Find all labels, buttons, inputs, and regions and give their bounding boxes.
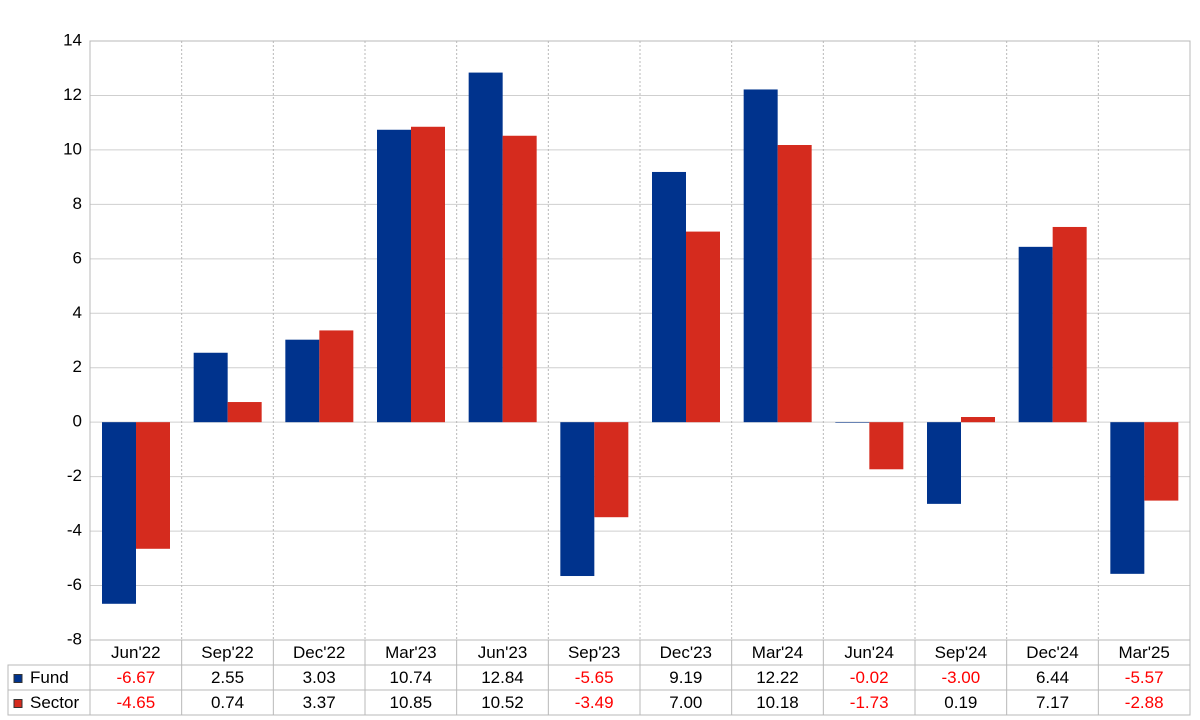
x-tick-label: Jun'22 — [111, 643, 161, 662]
bar — [319, 330, 354, 423]
data-label: 12.84 — [481, 668, 524, 687]
bar — [411, 126, 445, 423]
y-tick-label: 10 — [63, 139, 82, 158]
data-label: 9.19 — [669, 668, 702, 687]
legend-label: Fund — [30, 668, 69, 687]
bar — [468, 72, 503, 423]
x-tick-label: Dec'23 — [660, 643, 712, 662]
bar — [1052, 226, 1087, 423]
bar — [1144, 422, 1179, 501]
data-label: 10.85 — [390, 693, 433, 712]
y-tick-label: 6 — [73, 248, 82, 267]
data-label: -4.65 — [116, 693, 155, 712]
data-label: -5.65 — [575, 668, 614, 687]
data-label: -3.00 — [941, 668, 980, 687]
bar — [1018, 246, 1053, 423]
legend-label: Sector — [30, 693, 79, 712]
data-label: 10.52 — [481, 693, 524, 712]
data-label: 10.18 — [756, 693, 799, 712]
data-label: -6.67 — [116, 668, 155, 687]
bar — [961, 417, 995, 423]
bar — [777, 145, 812, 423]
bar — [227, 402, 262, 423]
y-tick-label: 2 — [73, 357, 82, 376]
bar — [285, 339, 320, 423]
data-label: -1.73 — [850, 693, 889, 712]
x-tick-label: Mar'25 — [1118, 643, 1169, 662]
y-tick-label: 4 — [73, 303, 82, 322]
bar — [1110, 422, 1145, 574]
data-label: -5.57 — [1125, 668, 1164, 687]
bar — [652, 171, 686, 423]
x-tick-label: Jun'24 — [844, 643, 894, 662]
bar — [102, 422, 136, 604]
data-label: 3.03 — [303, 668, 336, 687]
bar — [377, 129, 411, 423]
bar — [869, 422, 904, 470]
bar — [560, 422, 595, 577]
data-label: 7.17 — [1036, 693, 1069, 712]
y-tick-label: 8 — [73, 194, 82, 213]
x-tick-label: Dec'22 — [293, 643, 345, 662]
x-tick-label: Sep'22 — [201, 643, 253, 662]
legend-swatch — [13, 699, 23, 708]
data-label: 2.55 — [211, 668, 244, 687]
x-tick-label: Mar'24 — [752, 643, 803, 662]
data-label: 6.44 — [1036, 668, 1069, 687]
bar — [927, 422, 961, 504]
data-label: -0.02 — [850, 668, 889, 687]
data-label: 0.19 — [944, 693, 977, 712]
bar — [502, 135, 537, 423]
y-tick-label: 14 — [63, 30, 82, 49]
y-tick-label: -2 — [67, 466, 82, 485]
data-label: 0.74 — [211, 693, 244, 712]
y-tick-label: 0 — [73, 412, 82, 431]
y-tick-label: -8 — [67, 629, 82, 648]
bar — [193, 352, 228, 423]
y-tick-label: -4 — [67, 521, 82, 540]
y-tick-label: 12 — [63, 85, 82, 104]
x-tick-label: Sep'24 — [935, 643, 987, 662]
bar — [835, 422, 870, 423]
bar — [594, 422, 629, 518]
data-label: 3.37 — [303, 693, 336, 712]
data-label: 7.00 — [669, 693, 702, 712]
legend-swatch — [13, 674, 23, 683]
y-tick-label: -6 — [67, 575, 82, 594]
x-tick-label: Jun'23 — [478, 643, 528, 662]
bar — [743, 89, 778, 423]
bar — [136, 422, 170, 549]
x-tick-label: Sep'23 — [568, 643, 620, 662]
x-tick-label: Mar'23 — [385, 643, 436, 662]
data-label: 12.22 — [756, 668, 799, 687]
data-label: -3.49 — [575, 693, 614, 712]
x-tick-label: Dec'24 — [1026, 643, 1078, 662]
data-label: 10.74 — [390, 668, 433, 687]
data-label: -2.88 — [1125, 693, 1164, 712]
bar — [686, 231, 720, 423]
